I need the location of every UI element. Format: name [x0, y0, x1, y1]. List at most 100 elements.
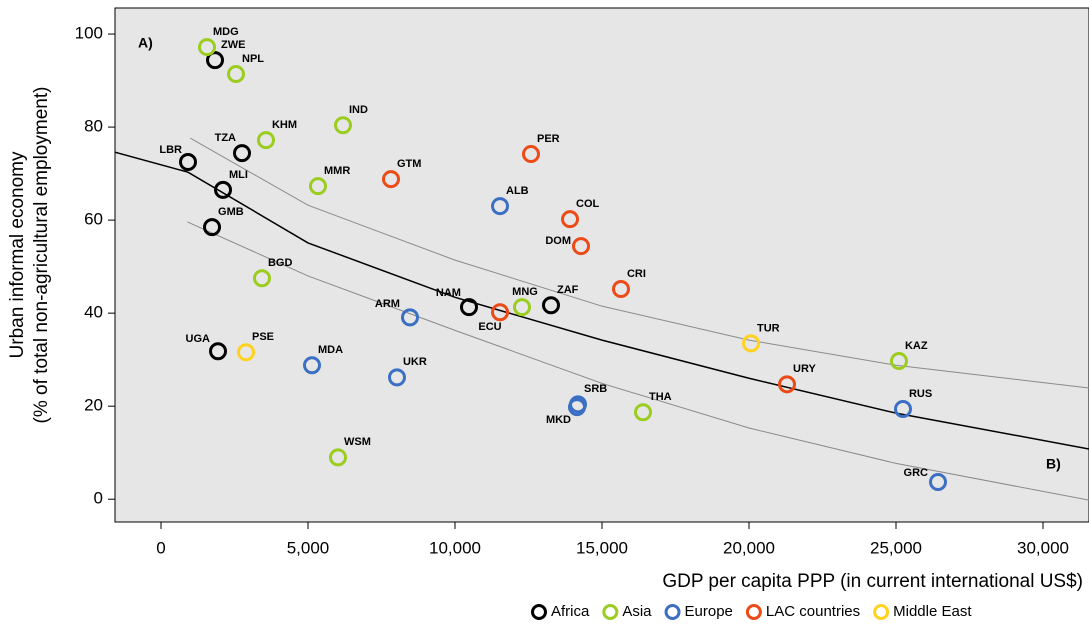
legend-label: Africa	[551, 603, 590, 620]
point-label: ZWE	[221, 39, 245, 51]
legend-marker	[664, 604, 681, 620]
point-label: CRI	[627, 268, 646, 280]
legend-marker	[531, 604, 547, 620]
x-tick-label: 30,000	[1017, 538, 1069, 557]
point-label: PER	[537, 133, 560, 145]
point	[256, 131, 275, 150]
point	[209, 342, 228, 361]
point-label: COL	[576, 198, 600, 210]
point	[513, 298, 532, 317]
y-axis-label: (% of total non-agricultural employment)	[31, 87, 52, 424]
point-label: SRB	[584, 383, 607, 395]
point	[491, 197, 510, 216]
point-label: UGA	[186, 333, 211, 345]
point-label: GRC	[904, 467, 929, 479]
legend-marker	[873, 604, 890, 620]
point-label: IND	[349, 104, 368, 116]
point	[893, 399, 912, 418]
point-label: MLI	[229, 169, 248, 181]
point-label: ALB	[506, 185, 529, 197]
y-tick-label: 0	[94, 489, 103, 508]
point-label: MKD	[546, 414, 571, 426]
point-label: NAM	[436, 287, 461, 299]
x-tick-label: 5,000	[287, 538, 330, 557]
x-tick-label: 25,000	[870, 538, 922, 557]
point	[741, 334, 760, 353]
y-tick-label: 80	[84, 117, 103, 136]
legend-label: Middle East	[893, 603, 972, 620]
point	[227, 65, 246, 84]
point	[568, 398, 587, 417]
point-label: GTM	[397, 158, 421, 170]
point	[634, 403, 653, 422]
point-label: KHM	[272, 119, 297, 131]
point-label: UKR	[403, 356, 427, 368]
point	[572, 237, 591, 256]
point	[206, 51, 225, 70]
point	[252, 269, 271, 288]
point-label: MMR	[324, 165, 350, 177]
point	[333, 116, 352, 135]
point	[778, 375, 797, 394]
point	[400, 308, 419, 327]
point	[233, 144, 252, 163]
point	[214, 180, 233, 199]
y-tick-label: 60	[84, 210, 103, 229]
point-label: ZAF	[557, 284, 579, 296]
point	[328, 448, 347, 467]
fit-line	[187, 221, 1089, 501]
point-label: TUR	[757, 322, 780, 334]
x-tick-label: 10,000	[429, 538, 481, 557]
point-label: MNG	[512, 286, 538, 298]
plot-area	[114, 7, 1089, 523]
point-label: MDG	[213, 26, 239, 38]
y-tick-label: 20	[84, 396, 103, 415]
point	[611, 279, 630, 298]
y-tick-label: 100	[75, 24, 103, 43]
fit-line	[115, 151, 1089, 450]
point	[382, 170, 401, 189]
point	[522, 145, 541, 164]
point-label: ARM	[375, 298, 400, 310]
point-label: PSE	[252, 331, 274, 343]
point	[541, 296, 560, 315]
point-label: THA	[649, 391, 672, 403]
legend-label: Asia	[622, 603, 652, 620]
point	[198, 38, 217, 57]
point	[889, 352, 908, 371]
point-label: DOM	[545, 235, 571, 247]
legend-label: Europe	[685, 603, 733, 620]
y-tick-label: 40	[84, 303, 103, 322]
point	[303, 356, 322, 375]
point	[491, 303, 510, 322]
point	[387, 368, 406, 387]
point	[561, 210, 580, 229]
legend-marker	[602, 604, 619, 620]
x-tick-label: 15,000	[576, 538, 628, 557]
x-tick-label: 0	[156, 538, 165, 557]
point-label: LBR	[159, 144, 182, 156]
x-tick-label: 20,000	[723, 538, 775, 557]
point-label: MDA	[318, 344, 343, 356]
legend-label: LAC countries	[766, 603, 860, 620]
point-label: URY	[793, 363, 816, 375]
point-label: ECU	[478, 321, 501, 333]
point-label: RUS	[909, 388, 932, 400]
point-label: BGD	[268, 257, 293, 269]
point	[203, 218, 222, 237]
x-axis-label: GDP per capita PPP (in current internati…	[662, 571, 1083, 592]
annotation: B)	[1046, 456, 1061, 472]
point-label: NPL	[242, 53, 264, 65]
point	[929, 472, 948, 491]
legend-marker	[745, 604, 762, 620]
point-label: KAZ	[905, 340, 928, 352]
point	[459, 298, 478, 317]
point-label: WSM	[344, 436, 371, 448]
plot-layer: ZWE LBR TZA MLI GMB NAM ZAF UGA MDG NPL KHM IND MMR B…	[115, 26, 1089, 501]
y-axis-label: Urban informal economy	[7, 151, 28, 358]
point	[309, 177, 328, 196]
point	[237, 343, 256, 362]
point	[178, 152, 197, 171]
point-label: TZA	[215, 132, 236, 144]
